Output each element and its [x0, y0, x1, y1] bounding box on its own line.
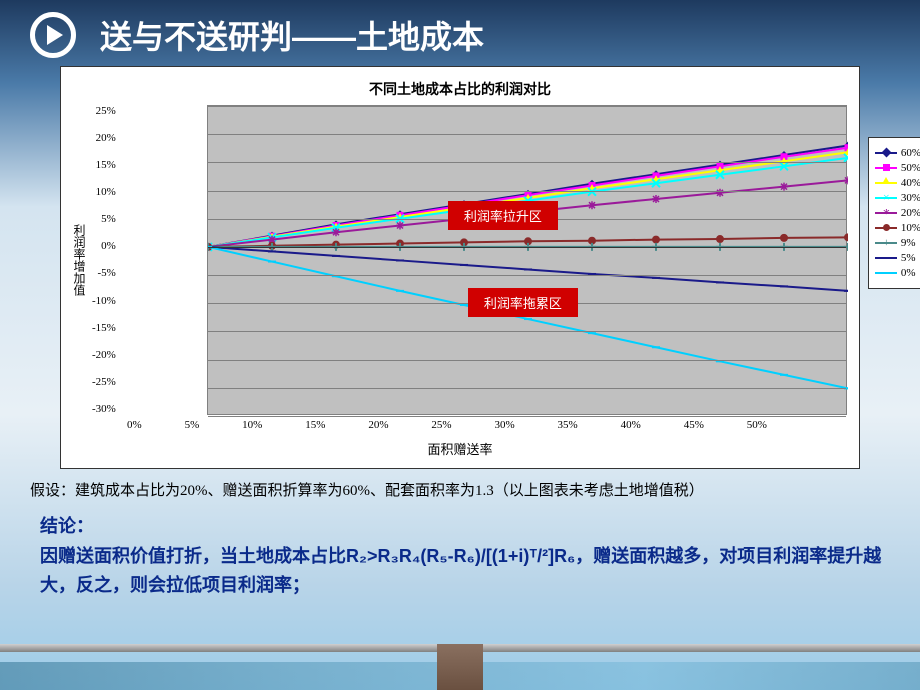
- pier-decoration: [437, 644, 483, 690]
- chart-annotation: 利润率拉升区: [448, 201, 558, 230]
- chart-title: 不同土地成本占比的利润对比: [67, 73, 853, 105]
- arrow-right-icon: [30, 12, 76, 58]
- conclusion-label: 结论：: [0, 506, 920, 542]
- page-title: 送与不送研判——土地成本: [100, 12, 484, 58]
- chart-container: 不同土地成本占比的利润对比 利润率增加值 25%20%15%10%5%0%-5%…: [60, 66, 860, 469]
- chart-legend: 60%50%40%×30%*20%10%+9%5%0%: [868, 137, 920, 289]
- x-axis-label: 面积赠送率: [67, 435, 853, 462]
- conclusion-text: 因赠送面积价值打折，当土地成本占比R₂>R₃R₄(R₅-R₆)/[(1+i)ᵀ/…: [0, 542, 920, 600]
- chart-plot-area: 利润率拉升区利润率拖累区: [207, 105, 847, 415]
- x-axis-ticks: 0%5%10%15%20%25%30%35%40%45%50%: [127, 415, 767, 435]
- y-axis-ticks: 25%20%15%10%5%0%-5%-10%-15%-20%-25%-30%: [92, 105, 122, 415]
- assumption-text: 假设：建筑成本占比为20%、赠送面积折算率为60%、配套面积率为1.3（以上图表…: [0, 469, 920, 506]
- y-axis-label: 利润率增加值: [67, 105, 92, 415]
- chart-series: [208, 106, 848, 416]
- chart-annotation: 利润率拖累区: [468, 288, 578, 317]
